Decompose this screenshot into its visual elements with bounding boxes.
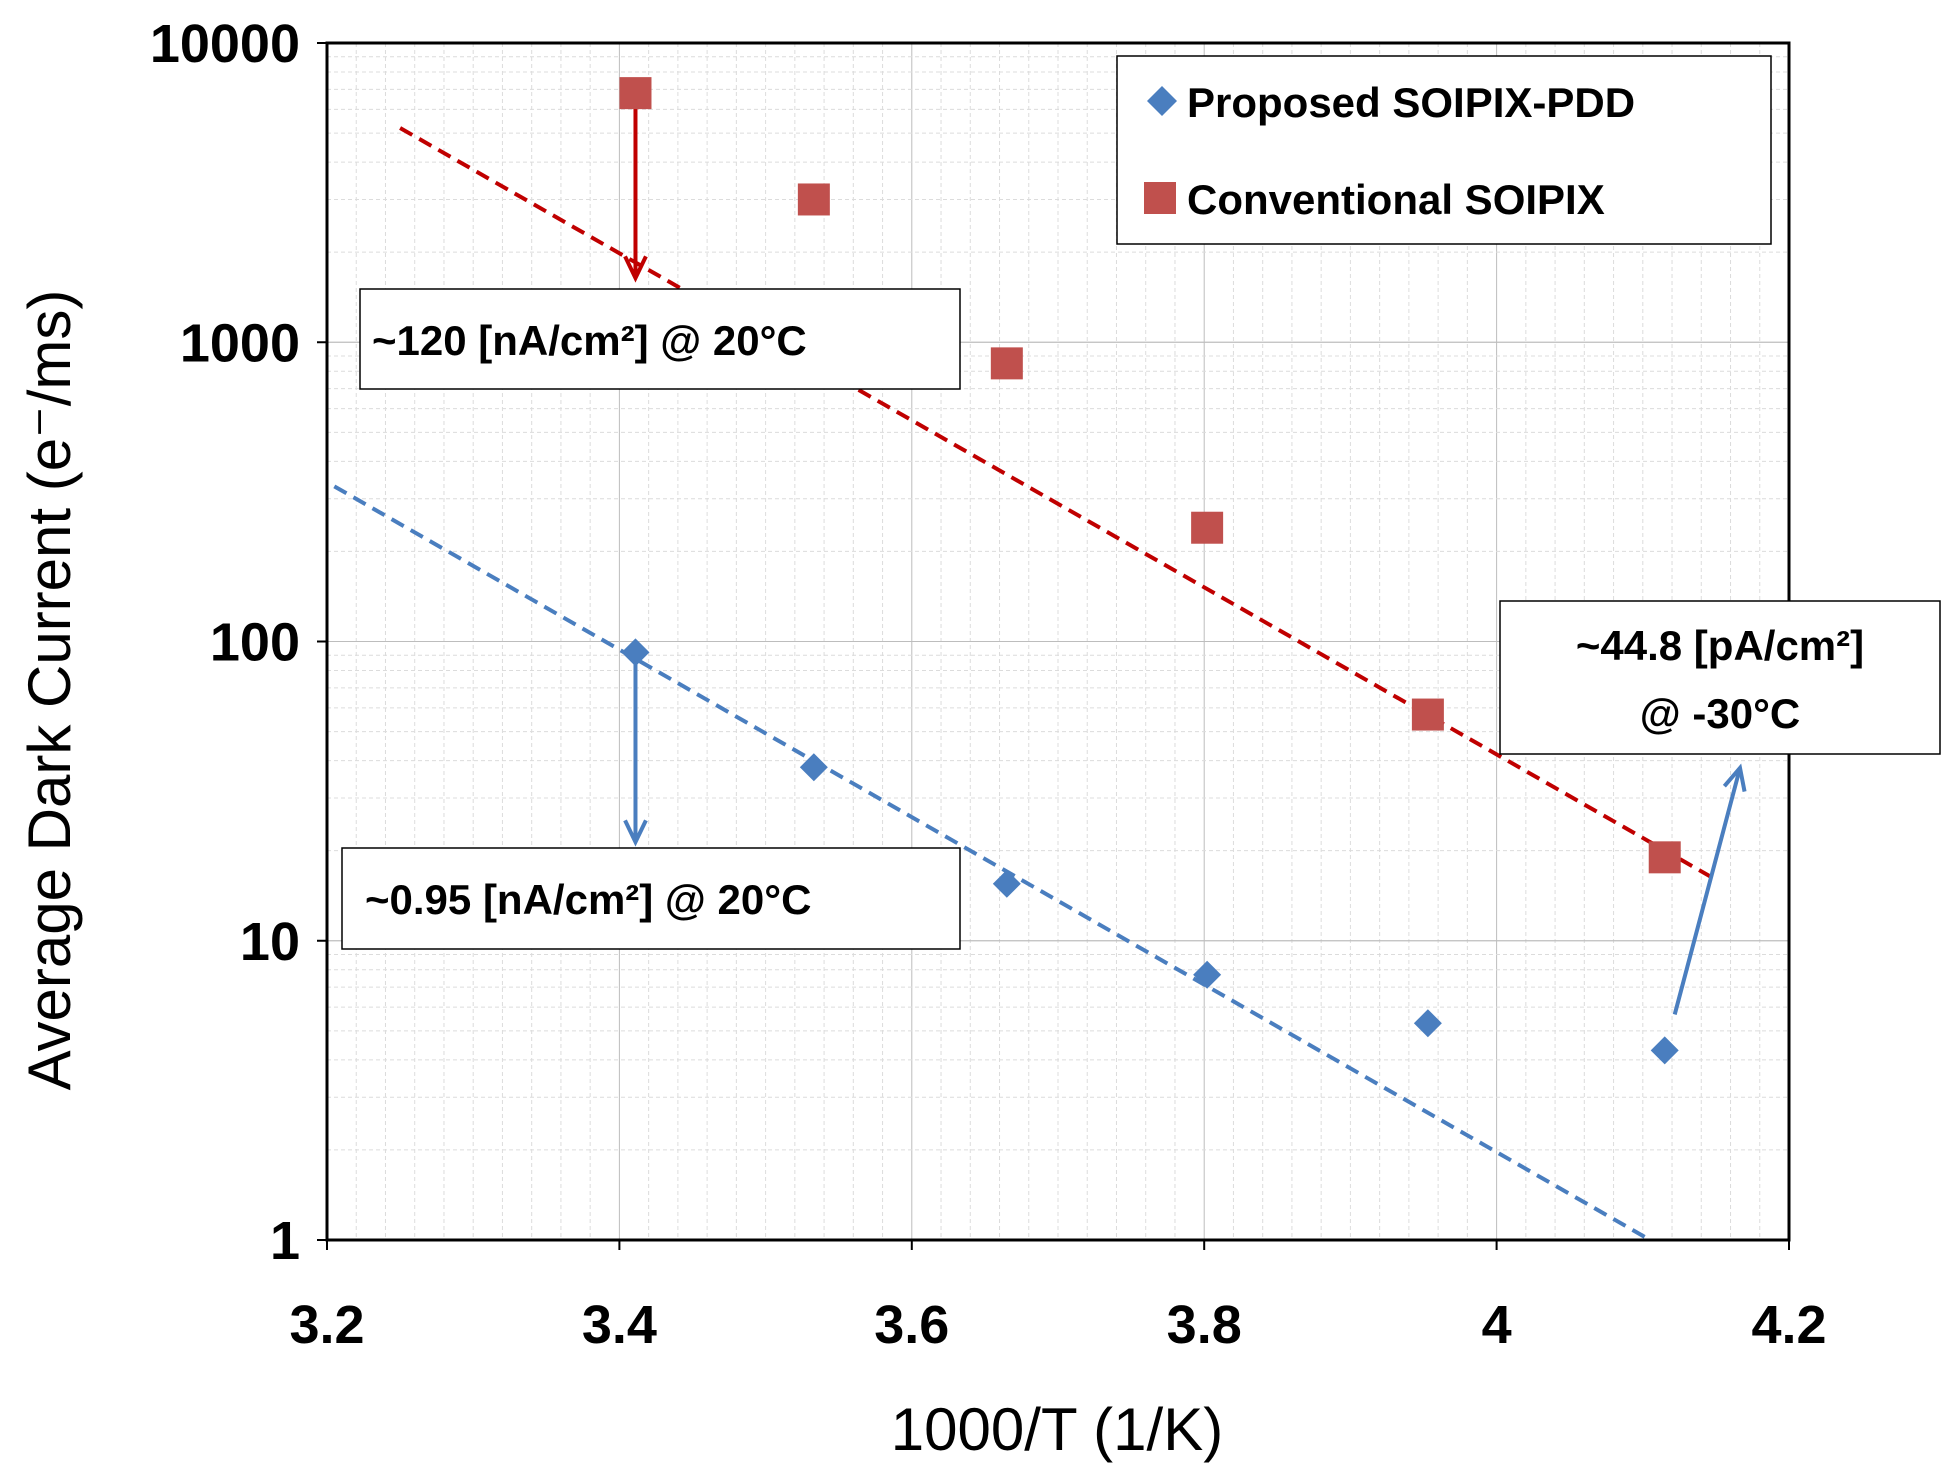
data-point-proposed [621, 638, 650, 667]
gridlines [326, 42, 1790, 1241]
data-point-conventional [1648, 841, 1681, 874]
annotation-box [359, 288, 961, 390]
x-tick-label: 3.6 [874, 1295, 949, 1355]
data-point-conventional [797, 183, 830, 216]
axis-ticks: 3.2 3.4 3.6 3.8 4 4.2 1 10 100 1000 10000 [150, 14, 1827, 1355]
x-tick-label: 4 [1482, 1295, 1512, 1355]
annotation-text-line2: @ -30°C [1640, 690, 1800, 737]
arrow-conventional-20c-head [623, 255, 648, 283]
x-tick-label: 3.4 [582, 1295, 657, 1355]
y-tick-label: 100 [210, 613, 300, 673]
trendline-conventional [399, 126, 1717, 882]
legend: Proposed SOIPIX-PDD Conventional SOIPIX [1116, 55, 1772, 245]
legend-square-marker [1144, 182, 1176, 214]
annotation-box [1499, 600, 1941, 755]
y-tick-label: 1000 [180, 313, 300, 373]
annotation-conventional-20c: ~120 [nA/cm²] @ 20°C [359, 288, 961, 390]
data-point-conventional [1411, 698, 1444, 731]
arrow-proposed-minus30c-shaft [1672, 767, 1742, 1015]
annotation-text: ~0.95 [nA/cm²] @ 20°C [365, 876, 811, 923]
data-point-conventional [990, 347, 1023, 380]
data-point-conventional [619, 77, 652, 110]
annotation-text: ~120 [nA/cm²] @ 20°C [372, 317, 807, 364]
arrow-proposed-minus30c-head [1722, 763, 1747, 792]
x-axis-title: 1000/T (1/K) [891, 1396, 1223, 1463]
data-point-proposed [799, 753, 828, 782]
x-tick-label: 3.2 [289, 1295, 364, 1355]
data-point-proposed [1413, 1009, 1442, 1038]
annotation-text: ~44.8 [pA/cm²] [1576, 622, 1864, 669]
data-point-conventional [1191, 511, 1224, 544]
legend-label-conventional: Conventional SOIPIX [1187, 176, 1605, 223]
y-tick-label: 10000 [150, 14, 300, 74]
y-axis-title: Average Dark Current (e⁻/ms) [16, 290, 83, 1091]
trendline-proposed [333, 484, 1652, 1242]
data-point-proposed [1193, 960, 1222, 989]
annotation-proposed-minus30c: ~44.8 [pA/cm²] @ -30°C [1499, 600, 1941, 755]
x-tick-label: 3.8 [1167, 1295, 1242, 1355]
legend-diamond-marker [1147, 86, 1177, 116]
annotation-box [341, 847, 961, 950]
arrow-proposed-20c-head [623, 819, 648, 847]
x-tick-label: 4.2 [1751, 1295, 1826, 1355]
trendlines [333, 126, 1717, 1242]
annotation-proposed-20c: ~0.95 [nA/cm²] @ 20°C [341, 847, 961, 950]
data-point-proposed [992, 869, 1021, 898]
legend-box [1116, 55, 1772, 245]
y-tick-label: 1 [270, 1211, 300, 1271]
annotation-arrows [623, 103, 1747, 1015]
y-tick-label: 10 [240, 912, 300, 972]
data-points [619, 77, 1681, 1065]
legend-label-proposed: Proposed SOIPIX-PDD [1187, 79, 1635, 126]
data-point-proposed [1650, 1036, 1679, 1065]
